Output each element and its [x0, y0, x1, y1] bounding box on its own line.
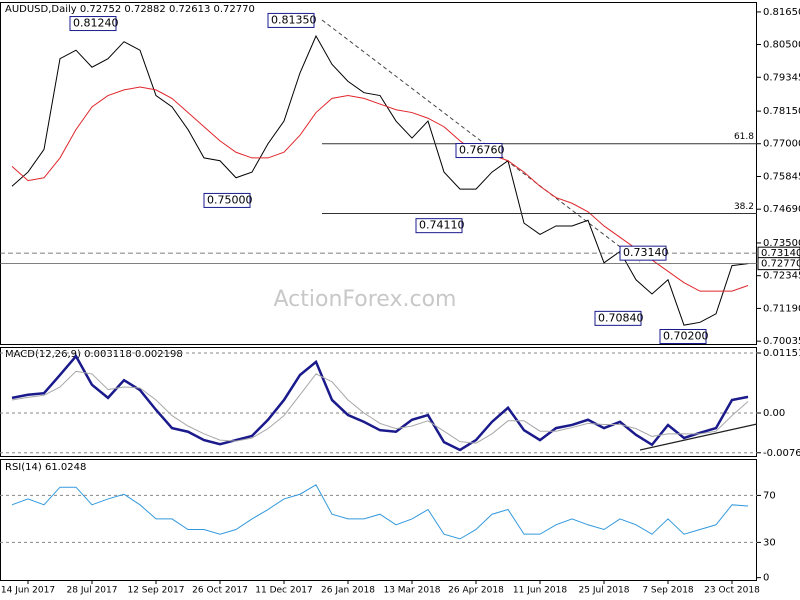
- y-tick-label: 0.70035: [763, 336, 800, 347]
- series-line: [11, 354, 749, 452]
- series-line: [11, 86, 749, 292]
- trend-line: [321, 19, 641, 263]
- x-tick-label: 25 Jul 2018: [579, 586, 630, 596]
- series-line: [11, 370, 749, 444]
- annotation-label: 0.81240: [73, 17, 119, 30]
- annotation-box: [267, 12, 315, 28]
- rsi-panel: [0, 459, 757, 581]
- annotation-label: 0.75000: [207, 193, 253, 206]
- x-tick-label: 7 Sep 2018: [642, 586, 694, 596]
- price-panel: [0, 2, 757, 345]
- macd-label: MACD(12,26,9) 0.003118 0.002198: [5, 349, 183, 360]
- annotation-box: [415, 218, 463, 234]
- x-tick-label: 14 Jun 2017: [1, 586, 55, 596]
- x-tick-label: 13 Mar 2018: [383, 586, 440, 596]
- price-marker-box: [757, 257, 800, 271]
- x-tick-label: 11 Dec 2017: [255, 586, 313, 596]
- annotation-box: [594, 310, 642, 326]
- macd-panel: [0, 347, 757, 457]
- x-tick-label: 26 Apr 2018: [448, 586, 504, 596]
- annotation-label: 0.70840: [598, 311, 644, 324]
- annotation-box: [659, 328, 707, 344]
- annotation-label: 0.76760: [459, 144, 505, 157]
- fib-label: 38.2: [734, 202, 754, 212]
- y-tick-label: 0.79345: [763, 72, 800, 83]
- price-marker-label: 0.72770: [761, 259, 800, 270]
- annotation-box: [69, 16, 117, 32]
- y-tick-label: 0.72345: [763, 271, 800, 282]
- x-tick-label: 11 Jun 2018: [513, 586, 567, 596]
- x-tick-label: 28 Jul 2017: [67, 586, 118, 596]
- annotation-box: [619, 245, 667, 261]
- series-line: [11, 484, 749, 540]
- annotation-box: [203, 192, 251, 208]
- header: AUDUSD,Daily 0.72752 0.72882 0.72613 0.7…: [5, 4, 255, 15]
- fib-label: 61.8: [734, 132, 754, 142]
- x-tick-label: 26 Jan 2018: [321, 586, 375, 596]
- watermark: ActionForex.com: [274, 287, 457, 312]
- series-line: [11, 34, 749, 326]
- y-tick-label: 0.011517: [763, 348, 800, 359]
- y-tick-label: 0.00: [763, 408, 785, 419]
- y-tick-label: -0.007634: [763, 448, 800, 459]
- x-tick-label: 26 Oct 2017: [192, 586, 248, 596]
- x-tick-label: 12 Sep 2017: [127, 586, 184, 596]
- annotation-box: [455, 143, 503, 159]
- y-tick-label: 70: [763, 490, 776, 501]
- y-tick-label: 0.75845: [763, 171, 800, 182]
- price-marker-label: 0.73140: [761, 248, 800, 259]
- y-tick-label: 30: [763, 537, 776, 548]
- annotation-label: 0.70200: [663, 329, 709, 342]
- annotation-label: 0.81350: [271, 13, 317, 26]
- macd-trend-line: [639, 423, 758, 451]
- annotation-label: 0.73140: [623, 246, 669, 259]
- rsi-label: RSI(14) 61.0248: [5, 462, 86, 473]
- y-tick-label: 0: [763, 573, 769, 584]
- x-tick-label: 23 Oct 2018: [704, 586, 760, 596]
- annotation-label: 0.74110: [419, 219, 465, 232]
